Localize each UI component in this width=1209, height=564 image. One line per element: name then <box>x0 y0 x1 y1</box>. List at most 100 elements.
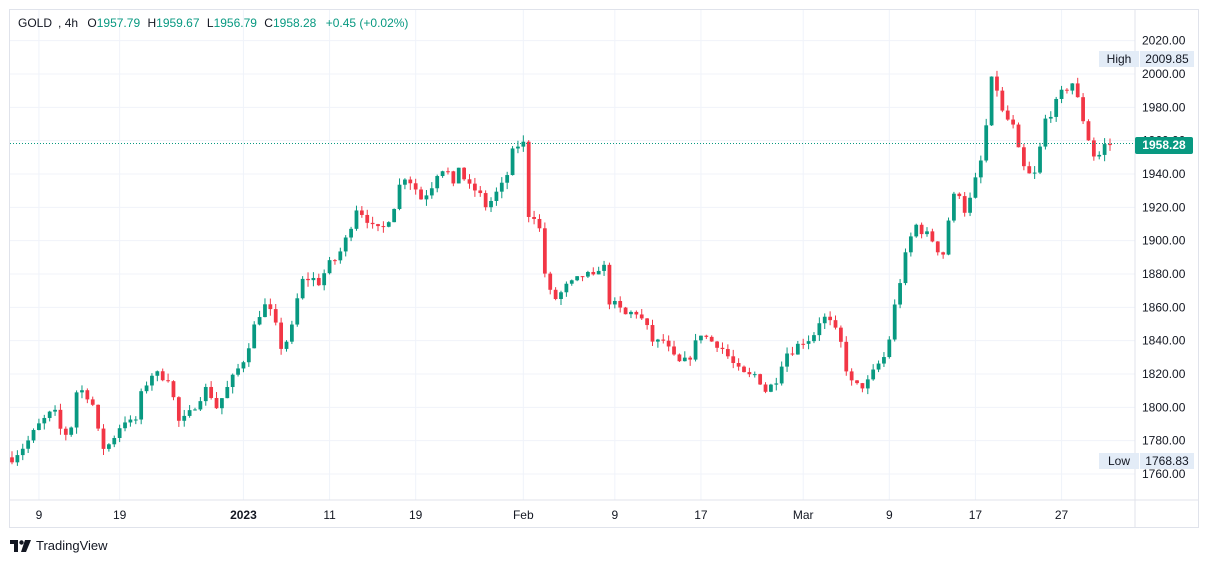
candle-body <box>688 357 693 360</box>
candle <box>973 172 978 199</box>
candle-body <box>74 392 79 428</box>
candle <box>666 335 671 352</box>
candle <box>376 223 380 232</box>
candle <box>715 340 719 353</box>
candle <box>677 353 682 363</box>
candle-body <box>978 160 983 178</box>
candle-body <box>53 409 57 412</box>
candle-body <box>1011 119 1016 125</box>
candle-body <box>214 397 219 409</box>
candle <box>311 272 316 287</box>
candle <box>725 344 730 359</box>
candle <box>1021 143 1026 171</box>
candle-body <box>139 391 144 420</box>
candle-body <box>1032 172 1037 174</box>
candle-body <box>451 171 456 184</box>
candle <box>37 418 41 431</box>
candle <box>865 375 870 395</box>
candle <box>1043 114 1048 150</box>
brand-name: TradingView <box>36 538 108 553</box>
candle <box>80 385 84 399</box>
candle <box>634 310 639 319</box>
candle <box>424 190 429 206</box>
candle-body <box>327 260 332 274</box>
candle-body <box>220 398 224 409</box>
candle <box>650 319 655 346</box>
legend-separator: , <box>58 16 65 30</box>
candle <box>106 443 111 452</box>
legend-low-label: L <box>206 16 214 30</box>
candle <box>785 347 789 372</box>
candle-body <box>289 324 294 342</box>
candle-body <box>908 236 913 253</box>
candle-body <box>413 183 418 190</box>
candle-body <box>548 273 553 290</box>
candle <box>548 271 553 295</box>
x-tick-label: 17 <box>694 508 708 522</box>
candle-body <box>542 228 547 274</box>
candle-body <box>338 251 343 261</box>
candle-body <box>521 141 526 147</box>
candle <box>392 208 397 223</box>
candle <box>532 210 536 225</box>
tradingview-logo[interactable]: TradingView <box>10 538 108 553</box>
candle <box>968 192 972 217</box>
candle-body <box>537 218 542 229</box>
candle-body <box>349 228 353 238</box>
candle-body <box>1091 140 1096 157</box>
candle-body <box>494 191 499 201</box>
candle <box>882 352 886 368</box>
candle-body <box>742 366 746 373</box>
candle-body <box>1016 124 1021 148</box>
candle-body <box>677 354 682 362</box>
candle <box>144 381 149 394</box>
candle-body <box>612 300 617 305</box>
candle <box>403 178 407 190</box>
candle-body <box>569 280 574 284</box>
legend-symbol: GOLD <box>18 16 53 30</box>
candle-body <box>510 148 515 176</box>
candle <box>941 251 946 259</box>
candle-body <box>1043 118 1048 147</box>
candle <box>612 297 617 309</box>
candle <box>96 404 101 432</box>
candle-body <box>263 304 267 318</box>
candle <box>709 335 714 342</box>
candle-body <box>467 179 472 184</box>
candle <box>139 388 144 425</box>
candle-body <box>279 322 284 349</box>
candle <box>198 397 203 411</box>
candle-body <box>246 348 251 363</box>
candle-body <box>1054 98 1059 117</box>
candle-body <box>699 335 703 341</box>
candle-body <box>182 415 187 421</box>
candle-body <box>989 76 994 126</box>
candle <box>155 370 160 382</box>
legend-open-value: 1957.79 <box>96 16 141 30</box>
candle <box>806 335 811 350</box>
candle-body <box>37 423 41 430</box>
candle <box>935 241 940 256</box>
candle <box>117 424 122 443</box>
candle-body <box>747 372 752 375</box>
candle <box>203 383 208 406</box>
candle <box>499 177 504 199</box>
candle-body <box>96 404 101 429</box>
candle-body <box>860 383 865 389</box>
candle <box>397 178 402 211</box>
candle <box>526 140 531 223</box>
candle <box>645 318 650 330</box>
candle-body <box>322 273 327 286</box>
candle <box>419 186 423 200</box>
candle-body <box>472 183 477 191</box>
candle <box>365 209 370 229</box>
candle <box>133 416 138 425</box>
candle <box>693 333 698 362</box>
candle <box>446 167 450 175</box>
candle-body <box>446 171 450 173</box>
candle <box>289 320 294 345</box>
candle-body <box>85 390 90 400</box>
candle <box>1065 88 1069 94</box>
candle <box>435 174 440 193</box>
